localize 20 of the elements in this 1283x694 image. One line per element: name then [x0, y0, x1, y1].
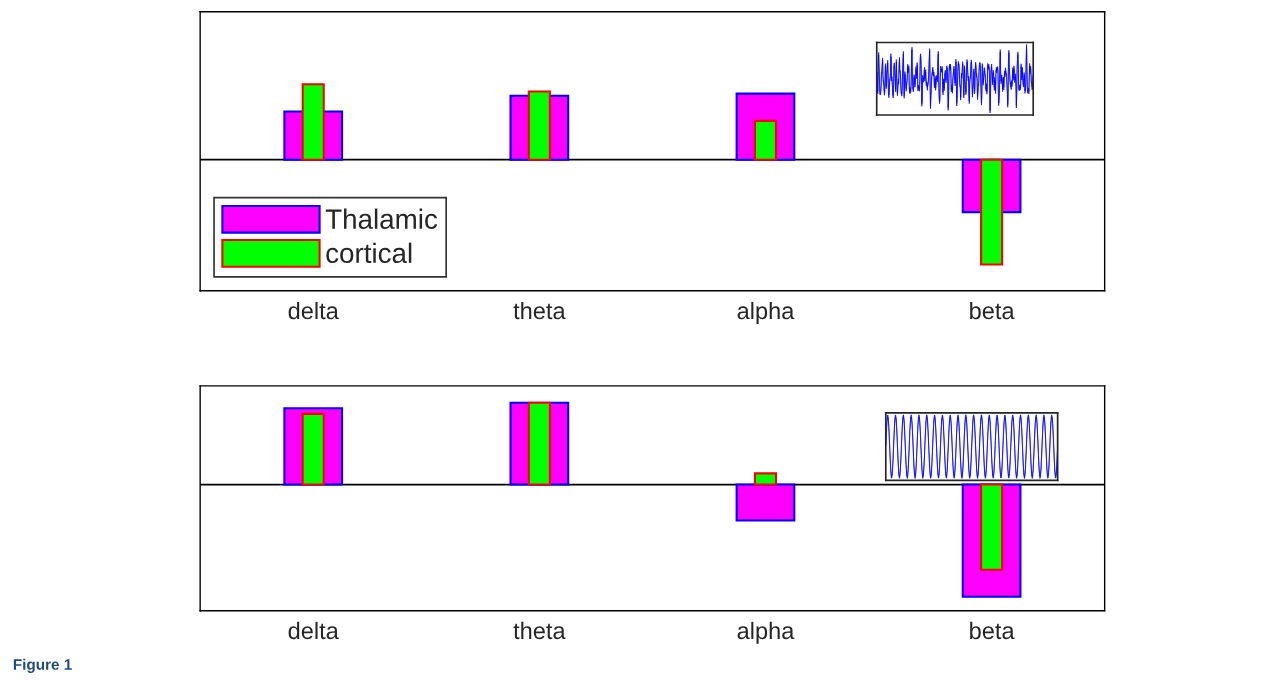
bar: [980, 158, 1004, 266]
x-tick-label: beta: [970, 301, 1015, 320]
x-tick-label: alpha: [737, 301, 795, 324]
bar: [980, 483, 1004, 571]
legend-label: cortical: [326, 242, 412, 264]
bar: [753, 472, 778, 486]
bar: [301, 412, 325, 486]
bar: [301, 83, 325, 161]
caption: Figure 1: [13, 658, 72, 673]
x-tick-label: delta: [288, 621, 339, 640]
x-tick-label: alpha: [737, 621, 795, 644]
x-tick-label: delta: [288, 301, 339, 320]
x-tick-label: theta: [513, 301, 566, 320]
legend-label: Thalamic: [325, 208, 438, 229]
bar: [735, 483, 796, 522]
bar: [527, 401, 551, 486]
x-tick-label: beta: [970, 621, 1015, 640]
bar: [527, 90, 551, 161]
bar: [753, 119, 778, 161]
x-tick-label: theta: [513, 621, 566, 640]
